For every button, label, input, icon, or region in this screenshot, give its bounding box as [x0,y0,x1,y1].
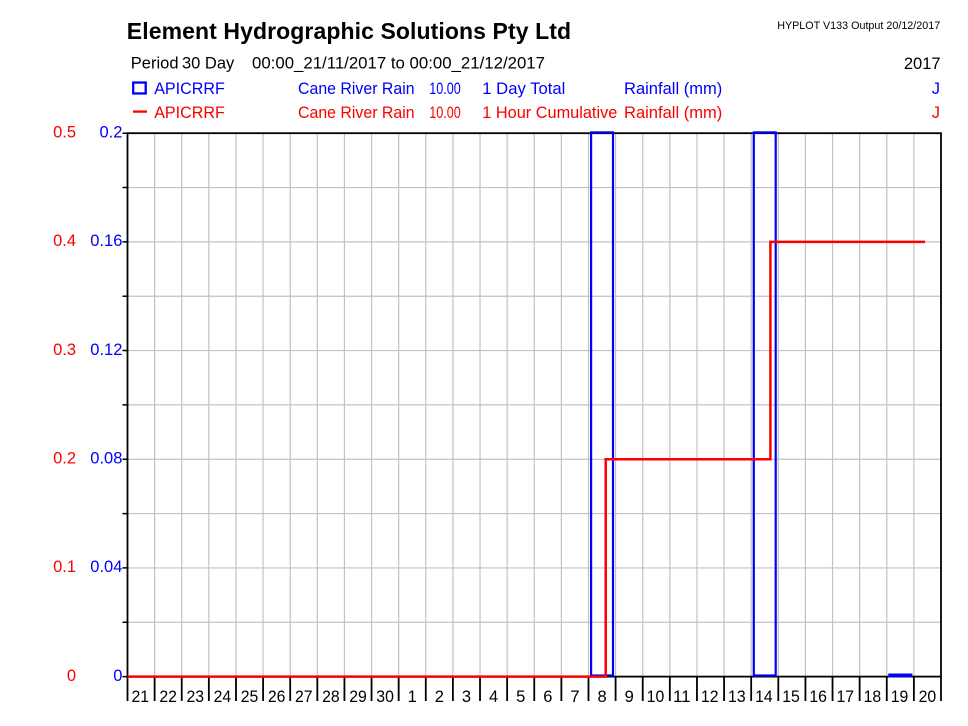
svg-text:0.4: 0.4 [53,232,76,250]
svg-text:10.00: 10.00 [429,104,461,122]
svg-text:0.2: 0.2 [53,450,76,468]
svg-text:18: 18 [864,688,882,706]
svg-text:Element Hydrographic Solutions: Element Hydrographic Solutions Pty Ltd [127,18,571,44]
svg-text:24: 24 [214,688,232,706]
svg-text:16: 16 [809,688,827,706]
svg-text:3: 3 [462,688,471,706]
svg-text:13: 13 [728,688,746,706]
svg-text:1: 1 [408,688,417,706]
svg-text:0.04: 0.04 [90,558,122,576]
svg-text:APICRRF: APICRRF [154,80,225,98]
svg-text:0.1: 0.1 [53,558,76,576]
svg-text:19: 19 [891,688,909,706]
svg-text:Cane River Rain: Cane River Rain [298,80,415,98]
svg-text:0: 0 [113,667,122,685]
svg-text:Rainfall (mm): Rainfall (mm) [624,80,722,98]
svg-text:2: 2 [435,688,444,706]
svg-text:12: 12 [701,688,719,706]
svg-text:0.12: 0.12 [90,341,122,359]
svg-text:HYPLOT V133 Output 20/12/2017: HYPLOT V133 Output 20/12/2017 [777,20,940,32]
svg-text:0.5: 0.5 [53,124,76,142]
svg-text:0: 0 [67,667,76,685]
svg-text:APICRRF: APICRRF [154,104,225,122]
svg-text:14: 14 [755,688,773,706]
svg-text:6: 6 [543,688,552,706]
svg-text:1 Day Total: 1 Day Total [482,80,565,98]
svg-text:1 Hour Cumulative: 1 Hour Cumulative [482,104,617,122]
svg-text:0.3: 0.3 [53,341,76,359]
svg-text:22: 22 [159,688,177,706]
svg-text:00:00_21/11/2017 to 00:00_21/1: 00:00_21/11/2017 to 00:00_21/12/2017 [252,54,545,72]
svg-text:23: 23 [186,688,204,706]
svg-text:4: 4 [489,688,498,706]
svg-text:J: J [932,104,940,122]
svg-text:25: 25 [241,688,259,706]
svg-text:0.16: 0.16 [90,232,122,250]
svg-text:5: 5 [516,688,525,706]
svg-text:Cane River Rain: Cane River Rain [298,104,415,122]
svg-text:0.08: 0.08 [90,450,122,468]
svg-text:J: J [932,80,940,98]
svg-text:7: 7 [570,688,579,706]
svg-text:Rainfall (mm): Rainfall (mm) [624,104,722,122]
svg-text:27: 27 [295,688,313,706]
svg-text:30 Day: 30 Day [182,54,235,72]
svg-text:Period: Period [131,54,179,72]
svg-text:17: 17 [836,688,854,706]
svg-text:20: 20 [919,688,937,706]
svg-text:15: 15 [782,688,800,706]
svg-text:30: 30 [376,688,394,706]
svg-text:10.00: 10.00 [429,80,461,98]
svg-text:2017: 2017 [904,55,941,73]
svg-text:8: 8 [597,688,606,706]
svg-text:10: 10 [647,688,665,706]
svg-text:21: 21 [131,688,149,706]
svg-text:29: 29 [349,688,367,706]
svg-text:28: 28 [322,688,340,706]
svg-text:0.2: 0.2 [99,124,122,142]
svg-text:11: 11 [673,688,691,706]
svg-text:9: 9 [625,688,634,706]
svg-text:26: 26 [268,688,286,706]
